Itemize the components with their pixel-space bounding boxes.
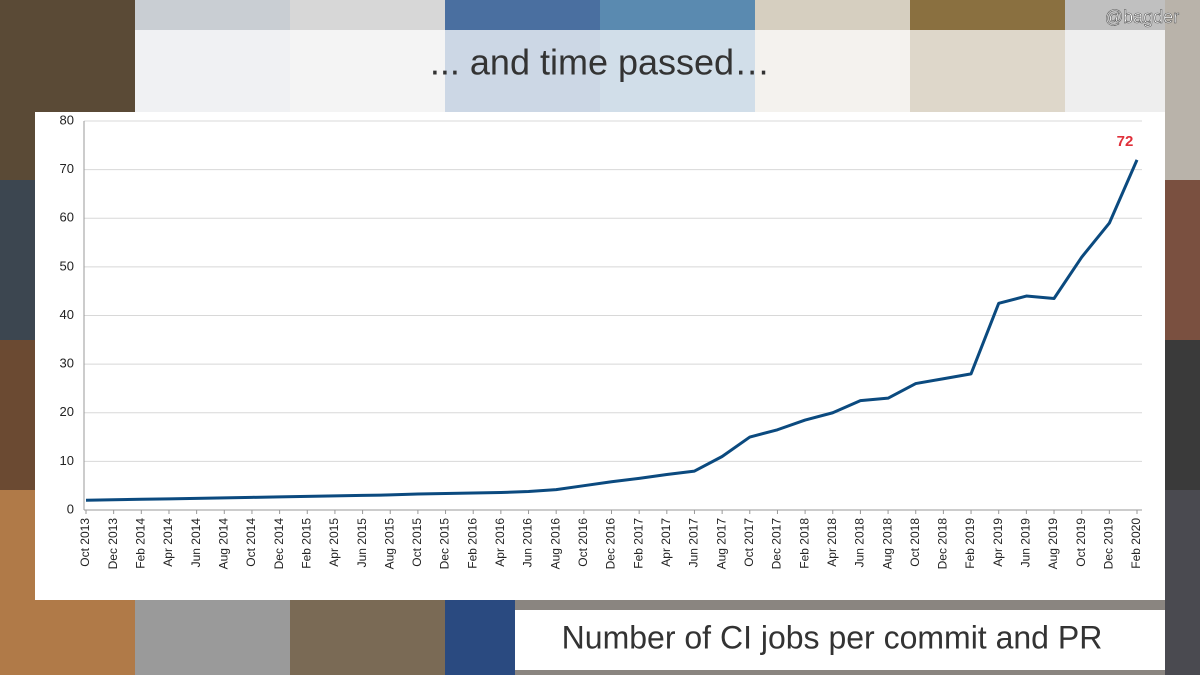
x-tick-label: Dec 2017 — [770, 518, 784, 570]
x-tick-label: Oct 2014 — [244, 518, 258, 567]
y-tick-label: 60 — [60, 210, 74, 225]
x-tick-label: Jun 2017 — [687, 518, 701, 568]
data-line — [85, 159, 1139, 502]
x-tick-label: Dec 2013 — [106, 518, 120, 570]
x-tick-label: Apr 2016 — [493, 518, 507, 567]
x-tick-label: Feb 2019 — [963, 518, 977, 569]
x-tick-label: Feb 2015 — [299, 518, 313, 569]
x-tick-label: Jun 2019 — [1019, 518, 1033, 568]
x-tick-label: Feb 2020 — [1129, 518, 1143, 569]
y-tick-label: 0 — [67, 501, 74, 516]
caption: Number of CI jobs per commit and PR — [562, 619, 1103, 655]
y-tick-label: 20 — [60, 404, 74, 419]
x-tick-label: Dec 2014 — [272, 518, 286, 570]
x-tick-label: Aug 2014 — [216, 518, 230, 570]
x-tick-label: Oct 2013 — [78, 518, 92, 567]
y-tick-label: 50 — [60, 258, 74, 273]
x-tick-label: Oct 2016 — [576, 518, 590, 567]
x-tick-label: Oct 2017 — [742, 518, 756, 567]
x-tick-label: Aug 2017 — [714, 518, 728, 570]
y-tick-label: 40 — [60, 307, 74, 322]
x-tick-label: Feb 2017 — [631, 518, 645, 569]
x-tick-label: Jun 2015 — [355, 518, 369, 568]
x-tick-label: Apr 2017 — [659, 518, 673, 567]
x-tick-label: Feb 2016 — [465, 518, 479, 569]
y-tick-label: 30 — [60, 356, 74, 371]
x-tick-label: Apr 2014 — [161, 518, 175, 567]
y-tick-label: 80 — [60, 112, 74, 127]
x-tick-label: Jun 2016 — [521, 518, 535, 568]
x-tick-label: Oct 2018 — [908, 518, 922, 567]
x-tick-label: Aug 2016 — [548, 518, 562, 570]
x-tick-label: Aug 2015 — [382, 518, 396, 570]
x-tick-label: Dec 2019 — [1102, 518, 1116, 570]
x-tick-label: Dec 2015 — [438, 518, 452, 570]
x-tick-label: Apr 2015 — [327, 518, 341, 567]
x-tick-label: Oct 2015 — [410, 518, 424, 567]
data-label: 72 — [1117, 133, 1134, 150]
x-tick-label: Jun 2014 — [189, 518, 203, 568]
y-tick-label: 10 — [60, 453, 74, 468]
x-tick-label: Dec 2016 — [604, 518, 618, 570]
x-tick-label: Feb 2018 — [797, 518, 811, 569]
plot: 0 10 20 30 40 50 60 70 80 Oct 2013 Dec 2013 Feb 201… — [60, 112, 1144, 569]
x-tick-label: Oct 2019 — [1074, 518, 1088, 567]
credit: @bagder — [1105, 7, 1179, 27]
y-tick-label: 70 — [60, 161, 74, 176]
x-tick-label: Aug 2018 — [880, 518, 894, 570]
caption-box — [515, 610, 1165, 670]
x-tick-label: Apr 2018 — [825, 518, 839, 567]
x-tick-label: Feb 2014 — [133, 518, 147, 569]
x-tick-label: Jun 2018 — [853, 518, 867, 568]
title-banner — [135, 30, 1165, 112]
x-tick-label: Aug 2019 — [1046, 518, 1060, 570]
x-tick-label: Apr 2019 — [991, 518, 1005, 567]
x-tick-label: Dec 2018 — [936, 518, 950, 570]
slide-title: ... and time passed… — [430, 42, 770, 83]
